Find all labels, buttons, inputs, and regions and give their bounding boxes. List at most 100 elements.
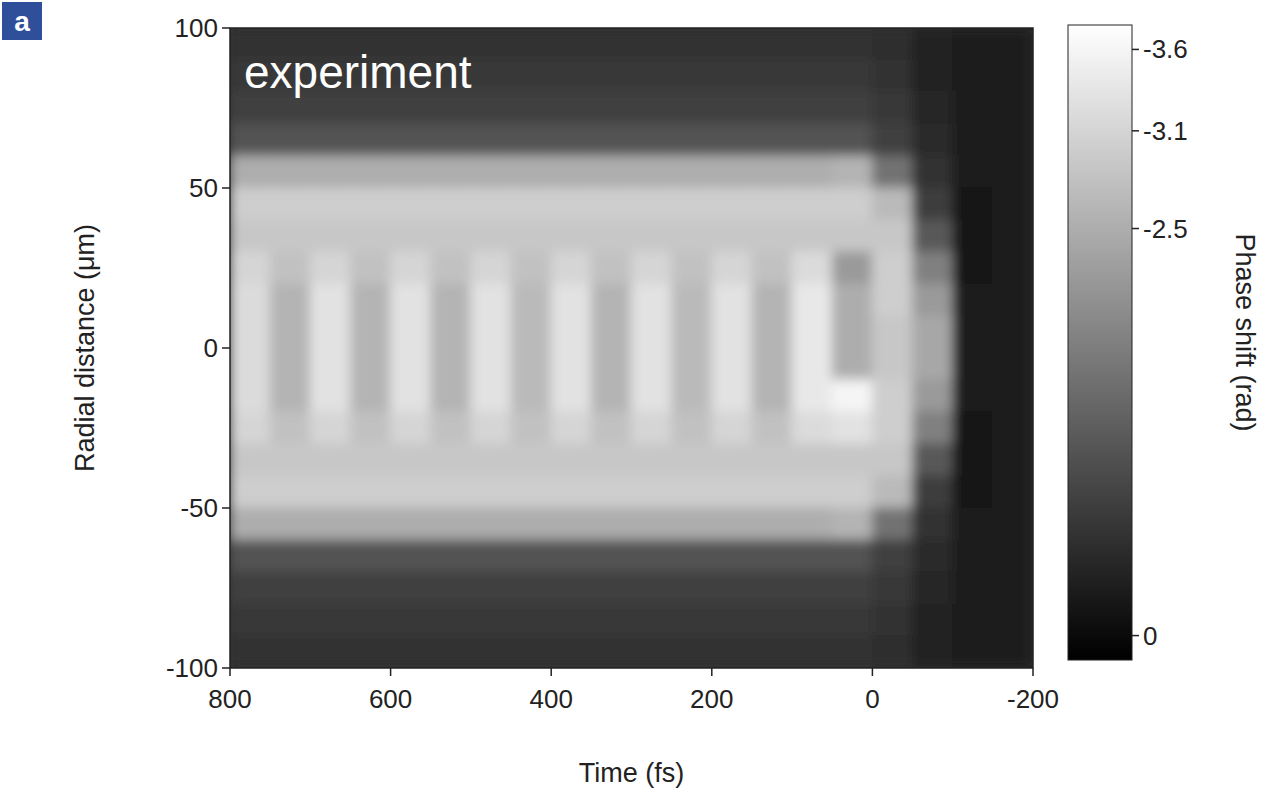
heatmap-cell [671,444,712,477]
heatmap-cell [832,220,873,253]
heatmap-cell [470,252,511,285]
heatmap-cell [310,636,351,669]
heatmap-cell [310,124,351,157]
heatmap-cell [711,540,752,573]
heatmap-cell [591,92,632,125]
heatmap-cell [711,124,752,157]
heatmap-cell [390,348,431,381]
plot-background [230,28,1033,668]
heatmap-cell [430,540,471,573]
heatmap-cell [511,348,552,381]
heatmap-cell [631,124,672,157]
heatmap-cell [390,156,431,189]
heatmap-cell [390,604,431,637]
heatmap-cell [430,348,471,381]
heatmap-cell [511,92,552,125]
heatmap-cell [872,412,913,445]
heatmap-cell [952,348,993,381]
heatmap-cell [792,284,833,317]
heatmap-cell [912,28,953,61]
heatmap-cell [671,412,712,445]
heatmap-cell [310,348,351,381]
heatmap-cell [751,444,792,477]
heatmap-cell [631,220,672,253]
heatmap-cell [952,316,993,349]
heatmap-cell [832,604,873,637]
heatmap-cell [230,188,271,221]
heatmap-cell [992,636,1033,669]
heatmap-cell [551,444,592,477]
heatmap-cell [792,60,833,93]
heatmap-cell [511,380,552,413]
heatmap-cell [470,540,511,573]
heatmap-cell [992,92,1033,125]
heatmap-cell [751,156,792,189]
heatmap-cell [551,316,592,349]
heatmap-cell [430,220,471,253]
heatmap-cell [591,60,632,93]
heatmap-cell [832,444,873,477]
heatmap-cell [992,348,1033,381]
heatmap-cell [671,380,712,413]
heatmap-cell [230,220,271,253]
heatmap-cell [591,444,632,477]
heatmap-cell [671,60,712,93]
heatmap-cell [711,156,752,189]
heatmap-cell [751,476,792,509]
heatmap-cell [310,508,351,541]
heatmap-cell [390,412,431,445]
heatmap-cell [952,60,993,93]
y-tick-label: 100 [175,13,218,43]
heatmap-cell [511,316,552,349]
heatmap-cell [591,220,632,253]
heatmap-cell [992,476,1033,509]
heatmap-cell [832,284,873,317]
heatmap-cell [230,572,271,605]
heatmap-cell [711,444,752,477]
heatmap-cell [230,540,271,573]
plot-area [230,28,1033,668]
heatmap-cell [912,540,953,573]
heatmap-cell [591,28,632,61]
x-axis-title: Time (fs) [579,758,684,788]
heatmap-cell [551,28,592,61]
heatmap-cell [832,156,873,189]
heatmap-cell [390,284,431,317]
color-bar-tick [1132,49,1139,51]
heatmap-cell [992,508,1033,541]
heatmap-cell [952,604,993,637]
heatmap-cell [952,540,993,573]
heatmap-cell [671,572,712,605]
heatmap-cell [872,284,913,317]
heatmap-cell [912,636,953,669]
heatmap-cell [230,124,271,157]
heatmap-cell [912,252,953,285]
heatmap-cell [591,156,632,189]
heatmap-cell [912,284,953,317]
color-bar-tick-label: -3.6 [1143,34,1188,64]
heatmap-cell [792,540,833,573]
heatmap-cell [551,540,592,573]
heatmap-cell [671,28,712,61]
heatmap-cell [671,348,712,381]
color-bar-tick-label: 0 [1143,621,1157,651]
heatmap-cell [952,220,993,253]
heatmap-cell [952,508,993,541]
heatmap-cell [350,284,391,317]
heatmap-cell [751,284,792,317]
x-tick [550,668,552,676]
heatmap-cell [872,380,913,413]
heatmap-cell [230,348,271,381]
heatmap-cell [992,188,1033,221]
heatmap-cell [952,412,993,445]
heatmap-cell [430,316,471,349]
heatmap-cell [470,348,511,381]
heatmap-cell [952,28,993,61]
heatmap-cell [470,156,511,189]
heatmap-cell [832,316,873,349]
heatmap-cell [350,156,391,189]
y-axis-title: Radial distance (μm) [70,224,100,472]
heatmap-cell [430,604,471,637]
heatmap-cell [470,284,511,317]
chart: 8006004002000-200-100-50050100Time (fs)R… [0,0,1280,795]
